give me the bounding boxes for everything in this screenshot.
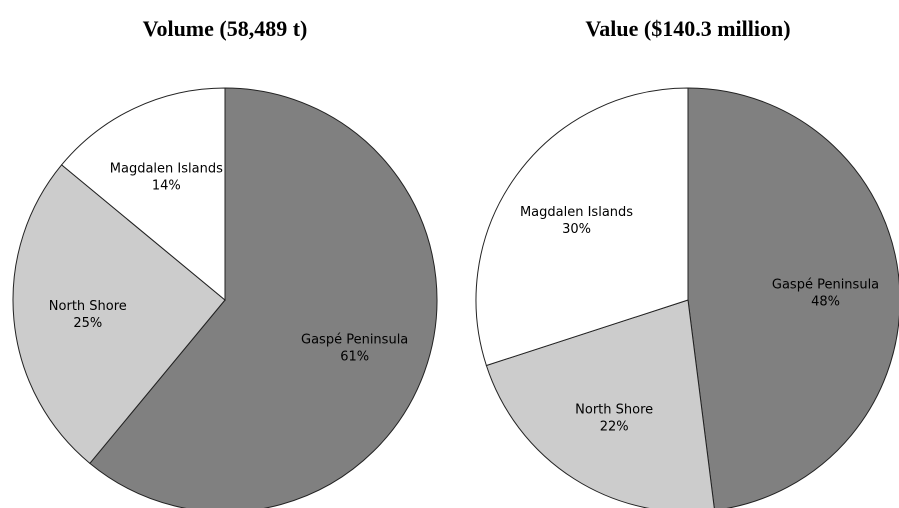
slice-label: Magdalen Islands — [110, 161, 223, 176]
slice-label: North Shore — [575, 402, 653, 417]
pie-slice — [60, 87, 226, 302]
pie-slice — [89, 87, 438, 508]
slice-label: Magdalen Islands — [520, 205, 633, 220]
slice-value-label: 22% — [600, 419, 629, 434]
slice-value-label: 30% — [562, 222, 591, 237]
slice-label: Gaspé Peninsula — [772, 277, 879, 292]
slice-label: North Shore — [49, 299, 127, 314]
slice-value-label: 48% — [811, 294, 840, 309]
chart-title: Value ($140.3 million) — [585, 16, 790, 41]
pie-slice — [12, 164, 226, 465]
pie-slice — [475, 87, 689, 367]
pie-slice — [485, 299, 715, 508]
slice-label: Gaspé Peninsula — [301, 333, 408, 348]
slice-value-label: 14% — [152, 178, 181, 193]
slice-value-label: 61% — [340, 350, 369, 365]
slice-value-label: 25% — [73, 316, 102, 331]
chart-title: Volume (58,489 t) — [143, 16, 308, 41]
pie-slice — [687, 87, 899, 508]
